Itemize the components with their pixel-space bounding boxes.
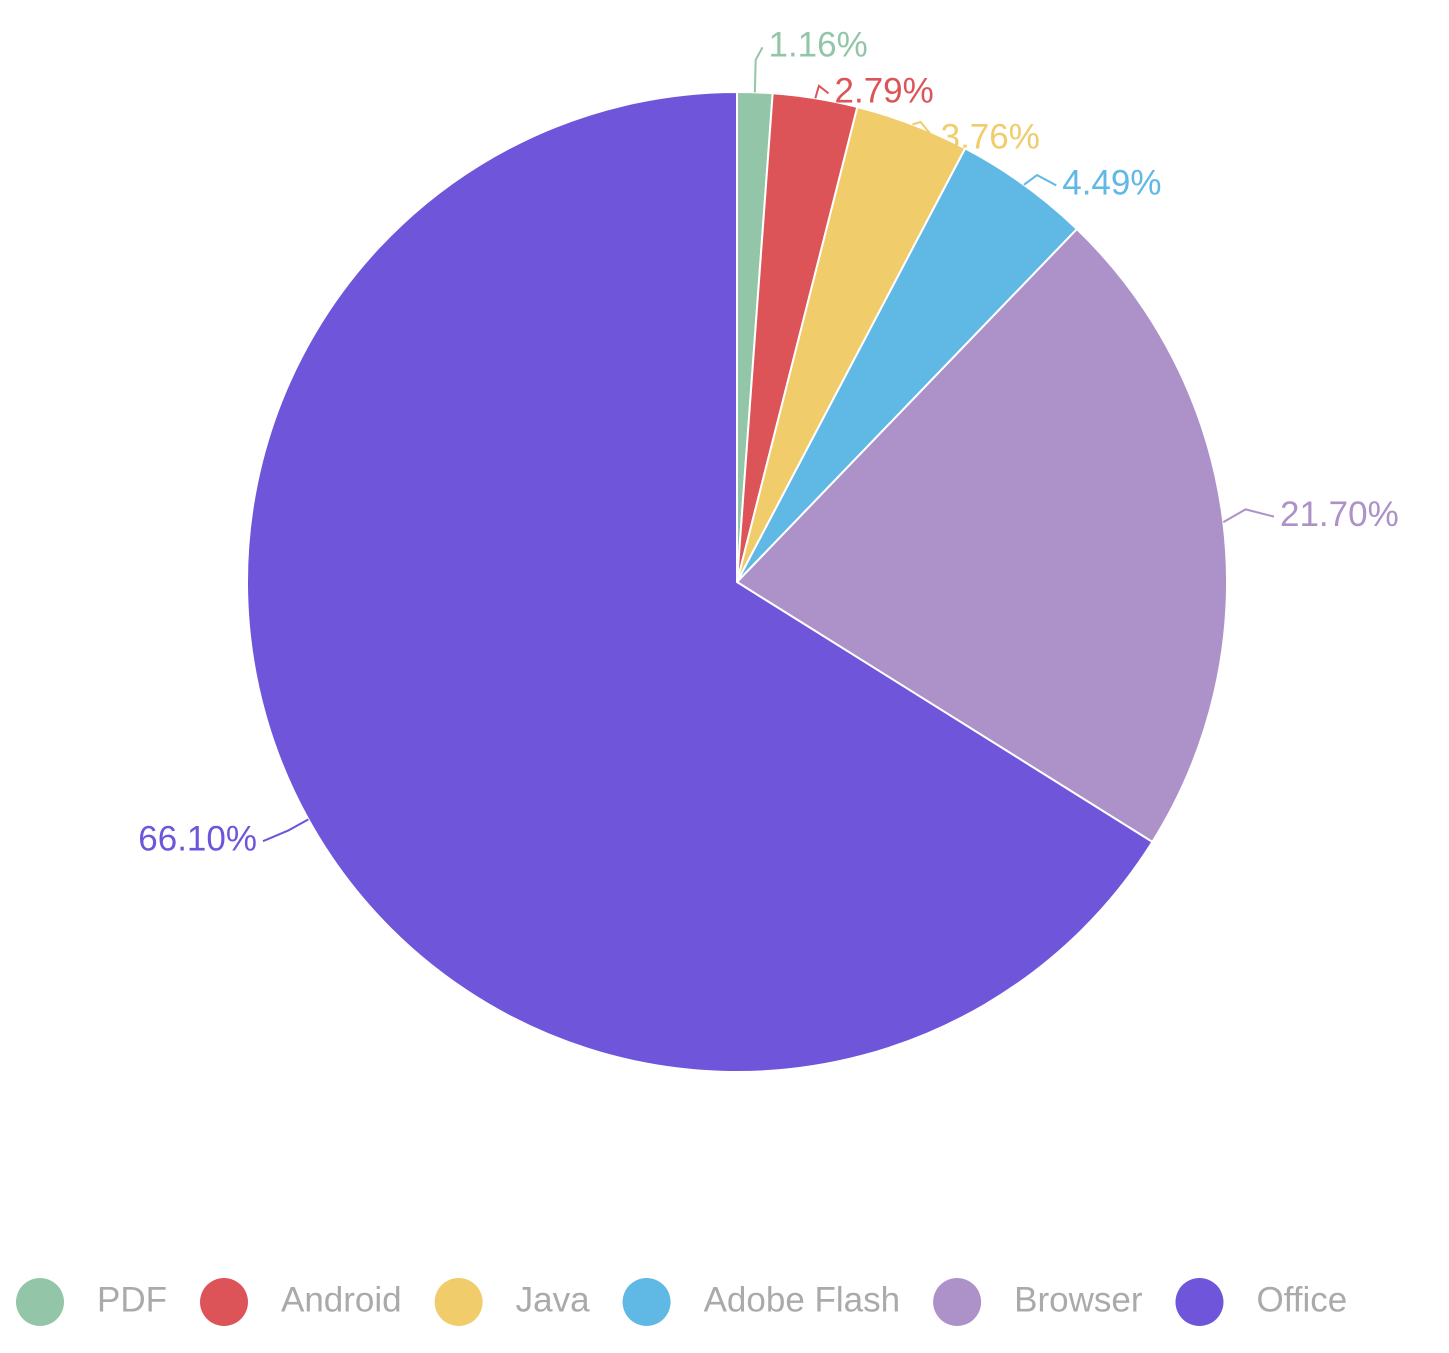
data-label: 1.16% [768,26,867,65]
leader-line [753,46,764,93]
data-label: 21.70% [1280,495,1399,534]
legend-label: Android [281,1280,402,1319]
legend-label: Office [1256,1280,1347,1319]
leader-line [814,84,830,99]
data-label: 66.10% [138,819,257,858]
legend-label: Browser [1014,1280,1143,1319]
legend-marker [434,1278,483,1326]
pie-slice [245,90,1154,1073]
legend-marker [16,1278,64,1326]
leader-line [1222,508,1275,523]
data-label: 4.49% [1062,164,1161,203]
legend-marker [1175,1278,1224,1326]
pie-slice [735,227,1228,844]
legend-marker [200,1278,248,1326]
legend-label: PDF [97,1280,167,1319]
legend-label: Adobe Flash [704,1280,901,1319]
data-label: 3.76% [941,118,1040,157]
legend-label: Java [516,1280,590,1319]
leader-line [262,818,309,843]
leader-line [1023,173,1057,187]
legend-marker [622,1278,671,1326]
leader-line [912,120,936,140]
legend-marker [933,1278,982,1326]
data-label: 2.79% [835,72,934,111]
